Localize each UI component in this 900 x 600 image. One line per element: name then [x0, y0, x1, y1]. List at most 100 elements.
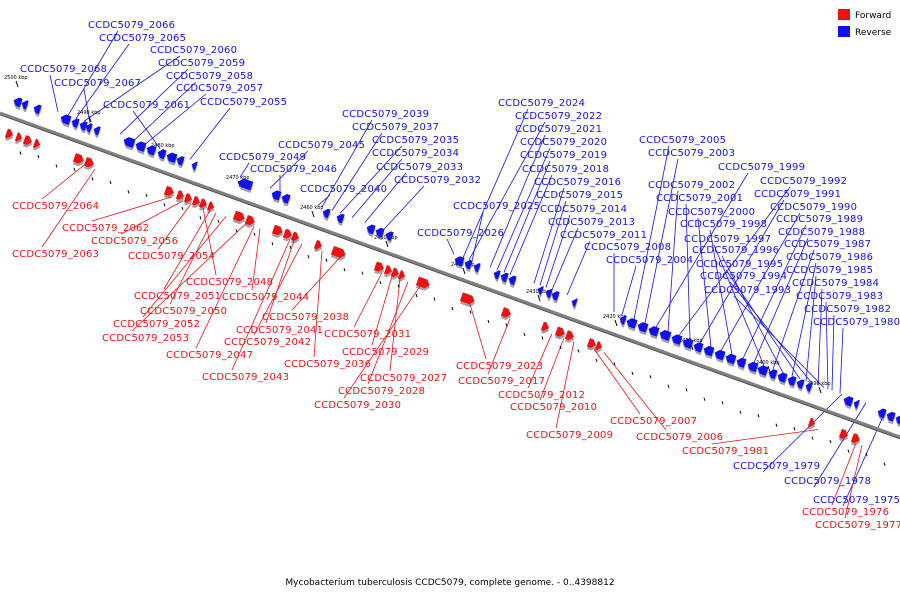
gene-label: CCDC5079_1980 [813, 317, 900, 328]
gene-body [838, 428, 848, 439]
gene-label: CCDC5079_2029 [342, 347, 429, 358]
gene-body [594, 341, 603, 351]
reverse-gene-arrow [322, 208, 331, 221]
minor-tick [145, 193, 148, 198]
gene-body [373, 261, 384, 272]
gene-label: CCDC5079_2063 [12, 249, 99, 260]
forward-gene-arrow [183, 193, 193, 206]
forward-gene-arrow [244, 215, 255, 228]
label-connector [91, 196, 173, 222]
gene-label: CCDC5079_1993 [704, 285, 791, 296]
gene-body [454, 256, 465, 267]
gene-body [757, 365, 769, 376]
label-connector [527, 333, 553, 389]
gene-body [383, 265, 392, 275]
minor-tick [91, 177, 94, 181]
gene-label: CCDC5079_1988 [778, 227, 865, 238]
gene-body [564, 330, 574, 341]
gene-label: CCDC5079_2067 [54, 78, 141, 89]
label-connector [489, 134, 546, 268]
gene-label: CCDC5079_2021 [515, 124, 602, 135]
gene-label: CCDC5079_2019 [520, 150, 607, 161]
gene-body [135, 141, 147, 152]
label-connector [462, 108, 529, 258]
label-connector [842, 409, 887, 507]
forward-gene-arrow [397, 270, 406, 282]
minor-tick [271, 242, 274, 246]
forward-gene-arrow [22, 135, 33, 148]
tick-mark [818, 386, 822, 394]
reverse-gene-arrow [659, 330, 672, 344]
forward-gene-arrow [163, 185, 174, 199]
label-connector [41, 164, 85, 200]
gene-label: CCDC5079_1985 [786, 265, 873, 276]
gene-label: CCDC5079_2024 [498, 98, 585, 109]
minor-tick [649, 375, 652, 379]
tick-mark [88, 115, 92, 123]
gene-body [473, 263, 481, 273]
gene-label: CCDC5079_2052 [113, 319, 200, 330]
reverse-gene-arrow [146, 145, 157, 159]
gene-body [238, 178, 254, 191]
reverse-gene-arrow [508, 275, 517, 288]
label-connector [291, 257, 341, 311]
label-connector [725, 269, 801, 380]
label-connector [389, 278, 401, 372]
gene-label: CCDC5079_1986 [786, 252, 873, 263]
gene-body [850, 433, 860, 443]
gene-label: CCDC5079_2066 [88, 20, 175, 31]
gene-label: CCDC5079_2022 [515, 111, 602, 122]
gene-body [330, 245, 346, 258]
gene-body [157, 149, 167, 160]
label-connector [83, 88, 91, 124]
gene-label: CCDC5079_1990 [770, 202, 857, 213]
minor-tick [793, 427, 796, 431]
gene-label: CCDC5079_2002 [648, 180, 735, 191]
gene-label: CCDC5079_2059 [158, 58, 245, 69]
gene-label: CCDC5079_1997 [684, 234, 771, 245]
forward-gene-arrow [4, 128, 14, 141]
gene-label: CCDC5079_2011 [560, 230, 647, 241]
reverse-gene-arrow [571, 298, 578, 310]
forward-gene-arrow [807, 417, 816, 430]
gene-body [198, 198, 207, 208]
gene-label: CCDC5079_1995 [696, 259, 783, 270]
gene-body [500, 307, 511, 318]
forward-gene-arrow [313, 239, 323, 253]
gene-label: CCDC5079_2054 [128, 251, 215, 262]
reverse-gene-arrow [805, 382, 813, 395]
gene-label: CCDC5079_2047 [166, 350, 253, 361]
reverse-gene-arrow [551, 291, 560, 304]
gene-label: CCDC5079_2057 [176, 83, 263, 94]
reverse-gene-arrow [768, 369, 778, 382]
forward-gene-arrow [271, 224, 283, 238]
gene-body [554, 326, 565, 337]
label-connector [678, 186, 791, 336]
label-connector [697, 217, 712, 348]
legend-reverse-label: Reverse [855, 28, 892, 38]
gene-body [271, 190, 282, 201]
gene-label: CCDC5079_1991 [754, 189, 841, 200]
forward-gene-arrow [14, 132, 23, 145]
gene-body [540, 321, 549, 332]
minor-tick [613, 362, 616, 366]
label-connector [189, 107, 231, 160]
reverse-gene-arrow [454, 256, 465, 270]
gene-body [14, 132, 23, 142]
gene-body [72, 153, 84, 164]
label-connector [729, 281, 813, 384]
gene-label: CCDC5079_2028 [338, 386, 425, 397]
label-connector [163, 210, 211, 290]
label-connector [142, 216, 227, 318]
label-connector [503, 160, 551, 273]
label-connector [351, 158, 403, 218]
gene-body [21, 100, 29, 110]
label-connector [709, 229, 733, 355]
forward-gene-arrow [586, 338, 597, 351]
legend-reverse: Reverse [838, 26, 892, 38]
label-connector [831, 314, 835, 391]
legend-forward-label: Forward [855, 11, 891, 21]
gene-label: CCDC5079_1989 [776, 214, 863, 225]
reverse-gene-arrow [877, 408, 887, 422]
